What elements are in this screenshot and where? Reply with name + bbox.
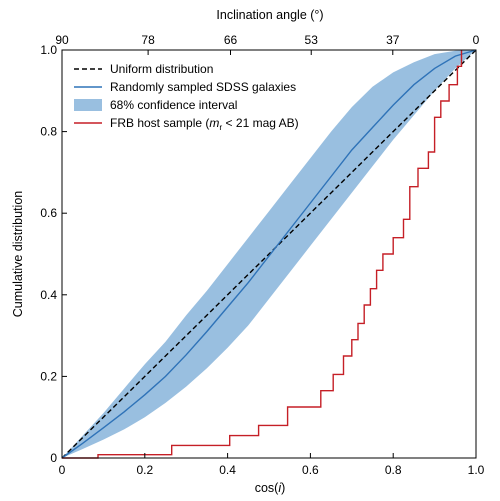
left-tick-label: 0.6 bbox=[40, 206, 57, 220]
bottom-tick-label: 0.4 bbox=[219, 463, 236, 477]
bottom-tick-label: 0.6 bbox=[302, 463, 319, 477]
legend: Uniform distribution Randomly sampled SDS… bbox=[74, 62, 299, 132]
top-axis-ticks: 90 78 66 53 37 0 bbox=[55, 33, 480, 55]
legend-label: Uniform distribution bbox=[110, 62, 213, 76]
bottom-tick-label: 0.2 bbox=[136, 463, 153, 477]
left-axis-ticks: 0 0.2 0.4 0.6 0.8 1.0 bbox=[40, 43, 67, 465]
left-tick-label: 1.0 bbox=[40, 43, 57, 57]
legend-label: 68% confidence interval bbox=[110, 98, 237, 112]
top-tick-label: 0 bbox=[473, 33, 480, 47]
top-tick-label: 66 bbox=[224, 33, 238, 47]
legend-label: Randomly sampled SDSS galaxies bbox=[110, 80, 296, 94]
plot-frame bbox=[61, 49, 477, 459]
left-tick-label: 0.2 bbox=[40, 369, 57, 383]
top-tick-label: 37 bbox=[386, 33, 400, 47]
bottom-axis-ticks: 0 0.2 0.4 0.6 0.8 1.0 bbox=[59, 453, 485, 477]
top-tick-label: 78 bbox=[141, 33, 155, 47]
top-axis-title: Inclination angle (°) bbox=[216, 8, 323, 22]
top-tick-label: 53 bbox=[305, 33, 319, 47]
bottom-tick-label: 1.0 bbox=[468, 463, 485, 477]
top-tick-label: 90 bbox=[55, 33, 69, 47]
bottom-tick-label: 0.8 bbox=[385, 463, 402, 477]
y-axis-title: Cumulative distribution bbox=[11, 191, 25, 317]
left-tick-label: 0.4 bbox=[40, 288, 57, 302]
legend-band-swatch bbox=[74, 99, 102, 111]
bottom-tick-label: 0 bbox=[59, 463, 66, 477]
uniform-distribution-line bbox=[61, 49, 477, 459]
x-axis-title: cos(i) bbox=[255, 481, 286, 495]
series-lines-layer bbox=[61, 49, 477, 459]
left-tick-label: 0.8 bbox=[40, 125, 57, 139]
left-tick-label: 0 bbox=[50, 451, 57, 465]
frb-host-step-line bbox=[62, 50, 463, 459]
sdss-median-line bbox=[61, 49, 477, 459]
legend-label: FRB host sample (mr < 21 mag AB) bbox=[110, 116, 299, 132]
